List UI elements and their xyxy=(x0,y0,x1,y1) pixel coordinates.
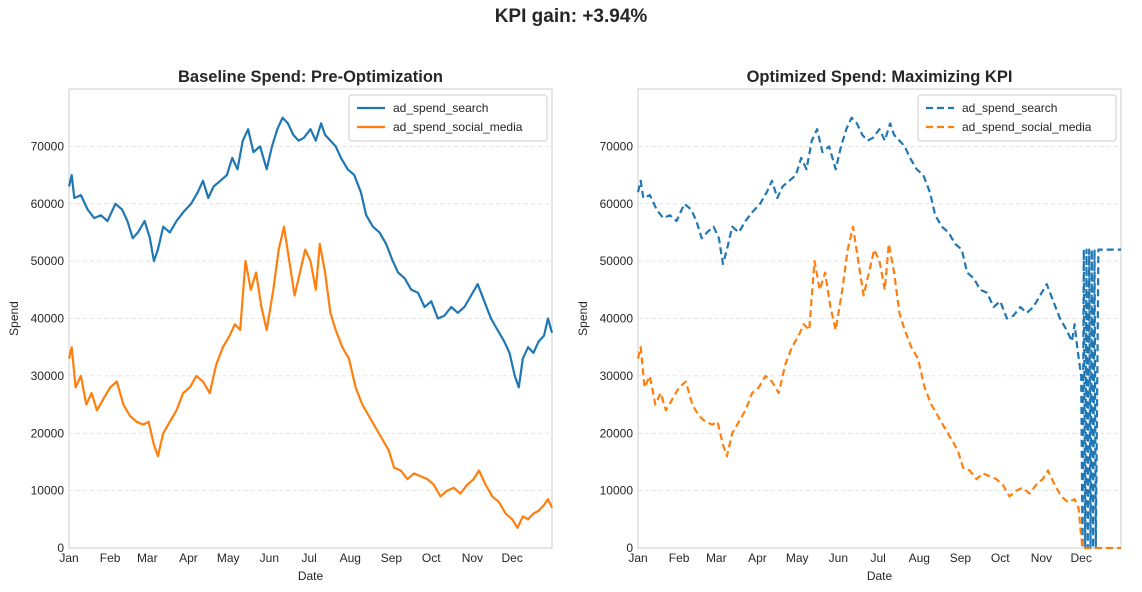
x-tick-label: May xyxy=(217,551,240,565)
y-tick-label: 0 xyxy=(57,541,64,555)
x-tick-label: Dec xyxy=(502,551,523,565)
y-tick-label: 30000 xyxy=(600,369,634,383)
y-axis-label: Spend xyxy=(7,301,21,336)
x-axis-label: Date xyxy=(298,569,324,583)
y-tick-label: 20000 xyxy=(31,426,65,440)
x-tick-label: Apr xyxy=(179,551,198,565)
x-axis-label: Date xyxy=(867,569,893,583)
y-tick-label: 10000 xyxy=(600,484,634,498)
x-tick-label: Mar xyxy=(706,551,727,565)
series-line-social-media xyxy=(67,225,553,529)
y-tick-label: 60000 xyxy=(31,197,65,211)
legend-label: ad_spend_social_media xyxy=(962,120,1092,134)
y-tick-label: 0 xyxy=(626,541,633,555)
x-tick-label: Oct xyxy=(422,551,441,565)
x-tick-label: Feb xyxy=(100,551,121,565)
x-tick-label: Aug xyxy=(340,551,361,565)
y-tick-label: 30000 xyxy=(31,369,65,383)
x-tick-label: Feb xyxy=(669,551,690,565)
x-tick-label: Jun xyxy=(260,551,279,565)
x-tick-label: May xyxy=(786,551,809,565)
legend-box xyxy=(348,94,548,142)
x-tick-label: Jul xyxy=(871,551,886,565)
legend-label: ad_spend_search xyxy=(393,101,488,115)
chart-title: Optimized Spend: Maximizing KPI xyxy=(747,68,1013,86)
legend-box xyxy=(917,94,1117,142)
x-tick-label: Jan xyxy=(59,551,78,565)
y-tick-label: 10000 xyxy=(31,484,65,498)
series-line-search xyxy=(67,116,554,389)
x-tick-label: Dec xyxy=(1071,551,1092,565)
y-tick-label: 70000 xyxy=(600,139,634,153)
x-tick-label: Nov xyxy=(1031,551,1052,565)
x-tick-label: Aug xyxy=(909,551,930,565)
chart-title: Baseline Spend: Pre-Optimization xyxy=(178,68,443,86)
x-tick-label: Sep xyxy=(381,551,403,565)
x-tick-label: Sep xyxy=(950,551,972,565)
y-tick-label: 70000 xyxy=(31,139,65,153)
series-line-search xyxy=(636,116,1121,550)
axes-frame xyxy=(68,88,553,549)
figure-title: KPI gain: +3.94% xyxy=(494,6,648,27)
x-tick-label: Apr xyxy=(748,551,767,565)
series-line-social-media xyxy=(636,225,1121,550)
x-tick-label: Oct xyxy=(991,551,1010,565)
x-tick-label: Jul xyxy=(302,551,317,565)
axes-frame xyxy=(637,88,1122,549)
y-tick-label: 20000 xyxy=(600,426,634,440)
y-tick-label: 40000 xyxy=(600,312,634,326)
y-axis-label: Spend xyxy=(576,301,590,336)
legend-label: ad_spend_social_media xyxy=(393,120,523,134)
y-tick-label: 40000 xyxy=(31,312,65,326)
legend-label: ad_spend_search xyxy=(962,101,1057,115)
y-tick-label: 50000 xyxy=(31,254,65,268)
x-tick-label: Jun xyxy=(829,551,848,565)
y-tick-label: 60000 xyxy=(600,197,634,211)
x-tick-label: Mar xyxy=(137,551,158,565)
x-tick-label: Nov xyxy=(462,551,483,565)
x-tick-label: Jan xyxy=(628,551,647,565)
y-tick-label: 50000 xyxy=(600,254,634,268)
